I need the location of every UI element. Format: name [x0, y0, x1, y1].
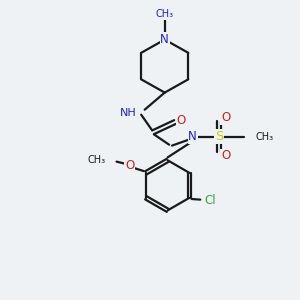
Text: Cl: Cl: [204, 194, 216, 207]
Text: O: O: [221, 111, 230, 124]
Text: CH₃: CH₃: [88, 155, 106, 165]
Text: N: N: [188, 130, 197, 143]
Text: O: O: [125, 159, 134, 172]
Text: S: S: [215, 130, 224, 143]
Text: O: O: [221, 149, 230, 162]
Text: N: N: [160, 33, 169, 46]
Text: O: O: [176, 114, 185, 127]
Text: CH₃: CH₃: [156, 9, 174, 19]
Text: CH₃: CH₃: [255, 132, 274, 142]
Text: NH: NH: [120, 108, 137, 118]
